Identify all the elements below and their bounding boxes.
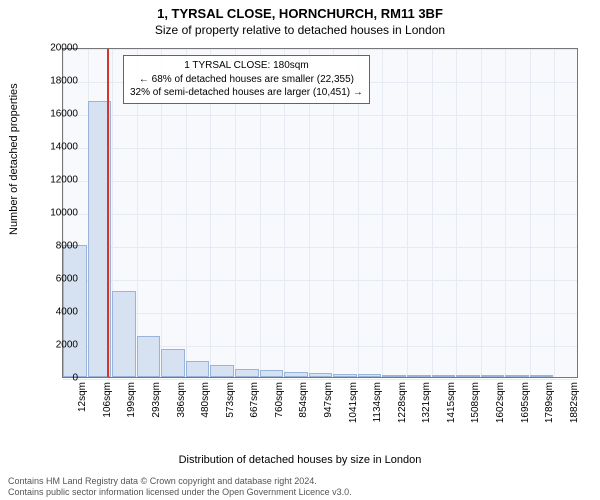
ytick-label: 8000 bbox=[38, 241, 78, 252]
histogram-bar bbox=[358, 374, 382, 377]
ytick-label: 10000 bbox=[38, 208, 78, 219]
histogram-bar bbox=[530, 375, 554, 377]
xtick-label: 1415sqm bbox=[446, 382, 457, 423]
histogram-bar bbox=[137, 336, 161, 377]
histogram-bar bbox=[382, 375, 406, 377]
gridline-h bbox=[63, 49, 577, 50]
xtick-label: 1695sqm bbox=[520, 382, 531, 423]
histogram-bar bbox=[161, 349, 185, 377]
x-axis-label: Distribution of detached houses by size … bbox=[0, 454, 600, 466]
xtick-label: 293sqm bbox=[151, 382, 162, 418]
property-marker-line bbox=[107, 49, 109, 377]
xtick-label: 12sqm bbox=[77, 382, 88, 412]
footer-line2: Contains public sector information licen… bbox=[8, 487, 592, 498]
gridline-v bbox=[505, 49, 506, 377]
gridline-h bbox=[63, 280, 577, 281]
histogram-bar bbox=[260, 370, 284, 377]
xtick-label: 106sqm bbox=[102, 382, 113, 418]
xtick-label: 1041sqm bbox=[348, 382, 359, 423]
xtick-label: 1228sqm bbox=[397, 382, 408, 423]
histogram-bar bbox=[112, 291, 136, 377]
annotation-box: 1 TYRSAL CLOSE: 180sqm← 68% of detached … bbox=[123, 55, 370, 104]
histogram-bar bbox=[210, 365, 234, 377]
title-line1: 1, TYRSAL CLOSE, HORNCHURCH, RM11 3BF bbox=[0, 6, 600, 21]
ytick-label: 4000 bbox=[38, 307, 78, 318]
xtick-label: 199sqm bbox=[126, 382, 137, 418]
annotation-line3: 32% of semi-detached houses are larger (… bbox=[130, 86, 363, 100]
histogram-bar bbox=[186, 361, 210, 378]
ytick-label: 14000 bbox=[38, 142, 78, 153]
annotation-line2: ← 68% of detached houses are smaller (22… bbox=[130, 73, 363, 87]
gridline-h bbox=[63, 313, 577, 314]
xtick-label: 1789sqm bbox=[544, 382, 555, 423]
histogram-bar bbox=[309, 373, 333, 377]
ytick-label: 12000 bbox=[38, 175, 78, 186]
xtick-label: 667sqm bbox=[249, 382, 260, 418]
histogram-bar bbox=[235, 369, 259, 377]
gridline-v bbox=[432, 49, 433, 377]
xtick-label: 854sqm bbox=[298, 382, 309, 418]
gridline-h bbox=[63, 247, 577, 248]
ytick-label: 16000 bbox=[38, 109, 78, 120]
gridline-v bbox=[554, 49, 555, 377]
plot-area: 1 TYRSAL CLOSE: 180sqm← 68% of detached … bbox=[62, 48, 578, 378]
ytick-label: 20000 bbox=[38, 43, 78, 54]
histogram-bar bbox=[505, 375, 529, 377]
annotation-line1: 1 TYRSAL CLOSE: 180sqm bbox=[130, 59, 363, 73]
xtick-label: 1602sqm bbox=[495, 382, 506, 423]
gridline-v bbox=[530, 49, 531, 377]
histogram-bar bbox=[284, 372, 308, 377]
gridline-v bbox=[456, 49, 457, 377]
gridline-v bbox=[382, 49, 383, 377]
gridline-v bbox=[407, 49, 408, 377]
footer-line1: Contains HM Land Registry data © Crown c… bbox=[8, 476, 592, 487]
xtick-label: 1321sqm bbox=[421, 382, 432, 423]
ytick-label: 6000 bbox=[38, 274, 78, 285]
gridline-h bbox=[63, 181, 577, 182]
ytick-label: 18000 bbox=[38, 76, 78, 87]
ytick-label: 0 bbox=[38, 373, 78, 384]
histogram-bar bbox=[333, 374, 357, 377]
xtick-label: 947sqm bbox=[323, 382, 334, 418]
xtick-label: 386sqm bbox=[176, 382, 187, 418]
title-block: 1, TYRSAL CLOSE, HORNCHURCH, RM11 3BF Si… bbox=[0, 0, 600, 37]
gridline-h bbox=[63, 214, 577, 215]
xtick-label: 760sqm bbox=[274, 382, 285, 418]
attribution-footer: Contains HM Land Registry data © Crown c… bbox=[8, 476, 592, 499]
histogram-bar bbox=[456, 375, 480, 377]
ytick-label: 2000 bbox=[38, 340, 78, 351]
gridline-h bbox=[63, 115, 577, 116]
xtick-label: 1882sqm bbox=[569, 382, 580, 423]
histogram-bar bbox=[407, 375, 431, 377]
y-axis-label: Number of detached properties bbox=[8, 83, 20, 235]
histogram-bar bbox=[481, 375, 505, 377]
xtick-label: 480sqm bbox=[200, 382, 211, 418]
chart: 1 TYRSAL CLOSE: 180sqm← 68% of detached … bbox=[62, 48, 578, 428]
xtick-label: 1134sqm bbox=[372, 382, 383, 422]
histogram-bar bbox=[432, 375, 456, 377]
title-line2: Size of property relative to detached ho… bbox=[0, 23, 600, 37]
xtick-label: 1508sqm bbox=[470, 382, 481, 423]
xtick-label: 573sqm bbox=[225, 382, 236, 418]
gridline-h bbox=[63, 148, 577, 149]
gridline-v bbox=[481, 49, 482, 377]
gridline-h bbox=[63, 379, 577, 380]
